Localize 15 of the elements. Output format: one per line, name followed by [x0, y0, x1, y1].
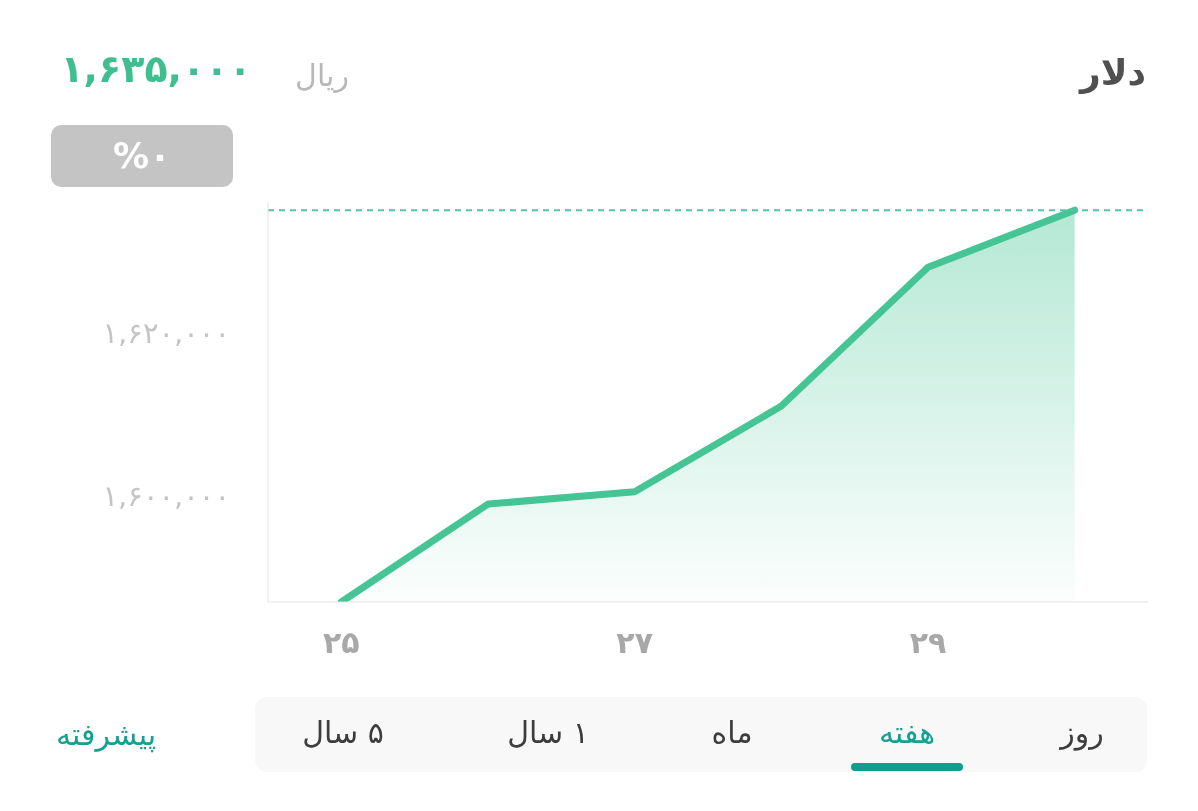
y-tick-label: ۱,۶۲۰,۰۰۰: [102, 315, 230, 350]
x-tick-label: ۲۷: [616, 625, 653, 661]
y-tick-label: ۱,۶۰۰,۰۰۰: [102, 479, 230, 514]
text: ۱,۶۳۵,۰۰۰: [60, 46, 252, 94]
x-tick-label: ۲۵: [323, 625, 360, 661]
x-tick-label: ۲۹: [909, 625, 947, 661]
text: ماه: [711, 714, 753, 752]
text: هفته: [878, 714, 936, 752]
badge: %۰: [51, 125, 233, 187]
text: پیشرفته: [55, 716, 157, 754]
text: روز: [1060, 714, 1104, 752]
text: ۵ سال: [302, 714, 384, 752]
chart-title: دلار: [1079, 50, 1146, 95]
text: ریال: [295, 57, 349, 95]
text: ۱ سال: [507, 714, 589, 752]
